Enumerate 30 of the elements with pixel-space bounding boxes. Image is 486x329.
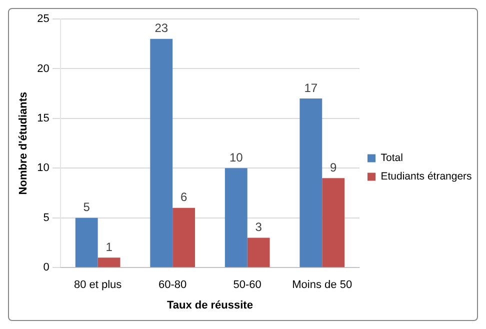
y-tick-label: 20 bbox=[37, 62, 50, 75]
data-label: 10 bbox=[229, 150, 244, 164]
legend-label: Etudiants étrangers bbox=[380, 170, 472, 183]
data-label: 1 bbox=[106, 240, 113, 254]
y-axis-title: Nombre d'étudiants bbox=[18, 92, 30, 195]
bar bbox=[150, 38, 173, 268]
x-tick-label: Moins de 50 bbox=[292, 279, 352, 292]
bar bbox=[247, 238, 270, 268]
bar bbox=[75, 218, 98, 268]
data-label: 9 bbox=[330, 160, 337, 174]
x-tick-label: 80 et plus bbox=[74, 279, 122, 292]
y-tick-label: 0 bbox=[43, 262, 50, 274]
x-tick-label: 60-80 bbox=[158, 279, 187, 292]
bar bbox=[300, 98, 322, 268]
data-label: 23 bbox=[154, 21, 168, 36]
y-tick-label: 10 bbox=[37, 162, 50, 174]
data-label: 17 bbox=[304, 80, 318, 95]
bar bbox=[224, 168, 248, 268]
x-tick-label: 50-60 bbox=[233, 279, 262, 292]
bar bbox=[322, 178, 345, 268]
y-tick-label: 25 bbox=[37, 13, 50, 26]
bar bbox=[98, 258, 120, 268]
data-label: 5 bbox=[83, 200, 90, 214]
legend-label: Total bbox=[380, 152, 403, 164]
y-tick-label: 5 bbox=[43, 212, 50, 224]
bar bbox=[172, 208, 196, 268]
x-axis-title: Taux de réussite bbox=[166, 299, 253, 312]
y-tick-label: 15 bbox=[37, 112, 50, 124]
data-label: 3 bbox=[255, 220, 262, 234]
data-label: 6 bbox=[180, 190, 188, 204]
